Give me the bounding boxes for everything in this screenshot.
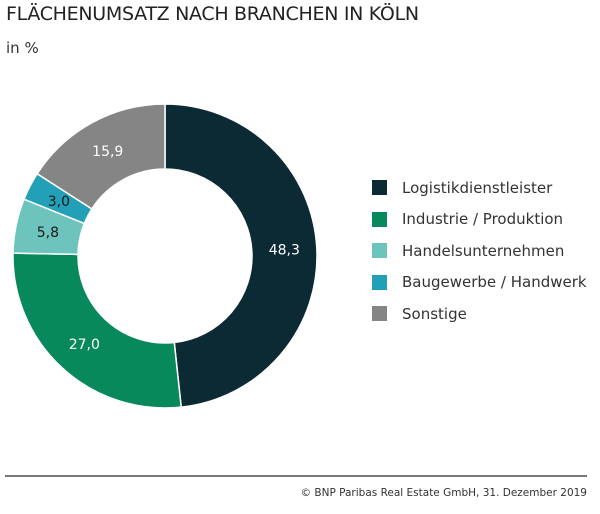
data-label-4: 3,0 [48,194,70,210]
legend-swatch [372,274,387,290]
legend-item: Handelsunternehmen [372,235,587,267]
donut-slice-5 [36,103,166,210]
legend-swatch [372,306,387,322]
legend-item: Logistikdienstleister [372,172,587,204]
legend-swatch [372,243,387,259]
data-label-1: 48,3 [269,243,300,259]
legend-label: Sonstige [402,304,467,323]
data-label-3: 5,8 [37,225,59,241]
legend-swatch [372,180,387,196]
legend-label: Handelsunternehmen [402,241,565,260]
chart-subtitle: in % [6,39,39,57]
donut-slice-1 [164,103,318,408]
legend-item: Baugewerbe / Handwerk [372,267,587,299]
legend-swatch [372,211,387,227]
donut-slice-2 [12,252,183,409]
legend-label: Logistikdienstleister [402,178,553,197]
legend-item: Industrie / Produktion [372,204,587,236]
legend-item: Sonstige [372,298,587,330]
legend: Logistikdienstleister Industrie / Produkt… [372,172,587,330]
data-label-5: 15,9 [92,144,123,160]
copyright-footer: © BNP Paribas Real Estate GmbH, 31. Deze… [300,487,587,499]
legend-label: Industrie / Produktion [402,210,564,229]
data-label-2: 27,0 [69,337,100,353]
divider [5,475,587,477]
legend-label: Baugewerbe / Handwerk [402,273,587,292]
chart-title: FLÄCHENUMSATZ NACH BRANCHEN IN KÖLN [6,3,419,25]
